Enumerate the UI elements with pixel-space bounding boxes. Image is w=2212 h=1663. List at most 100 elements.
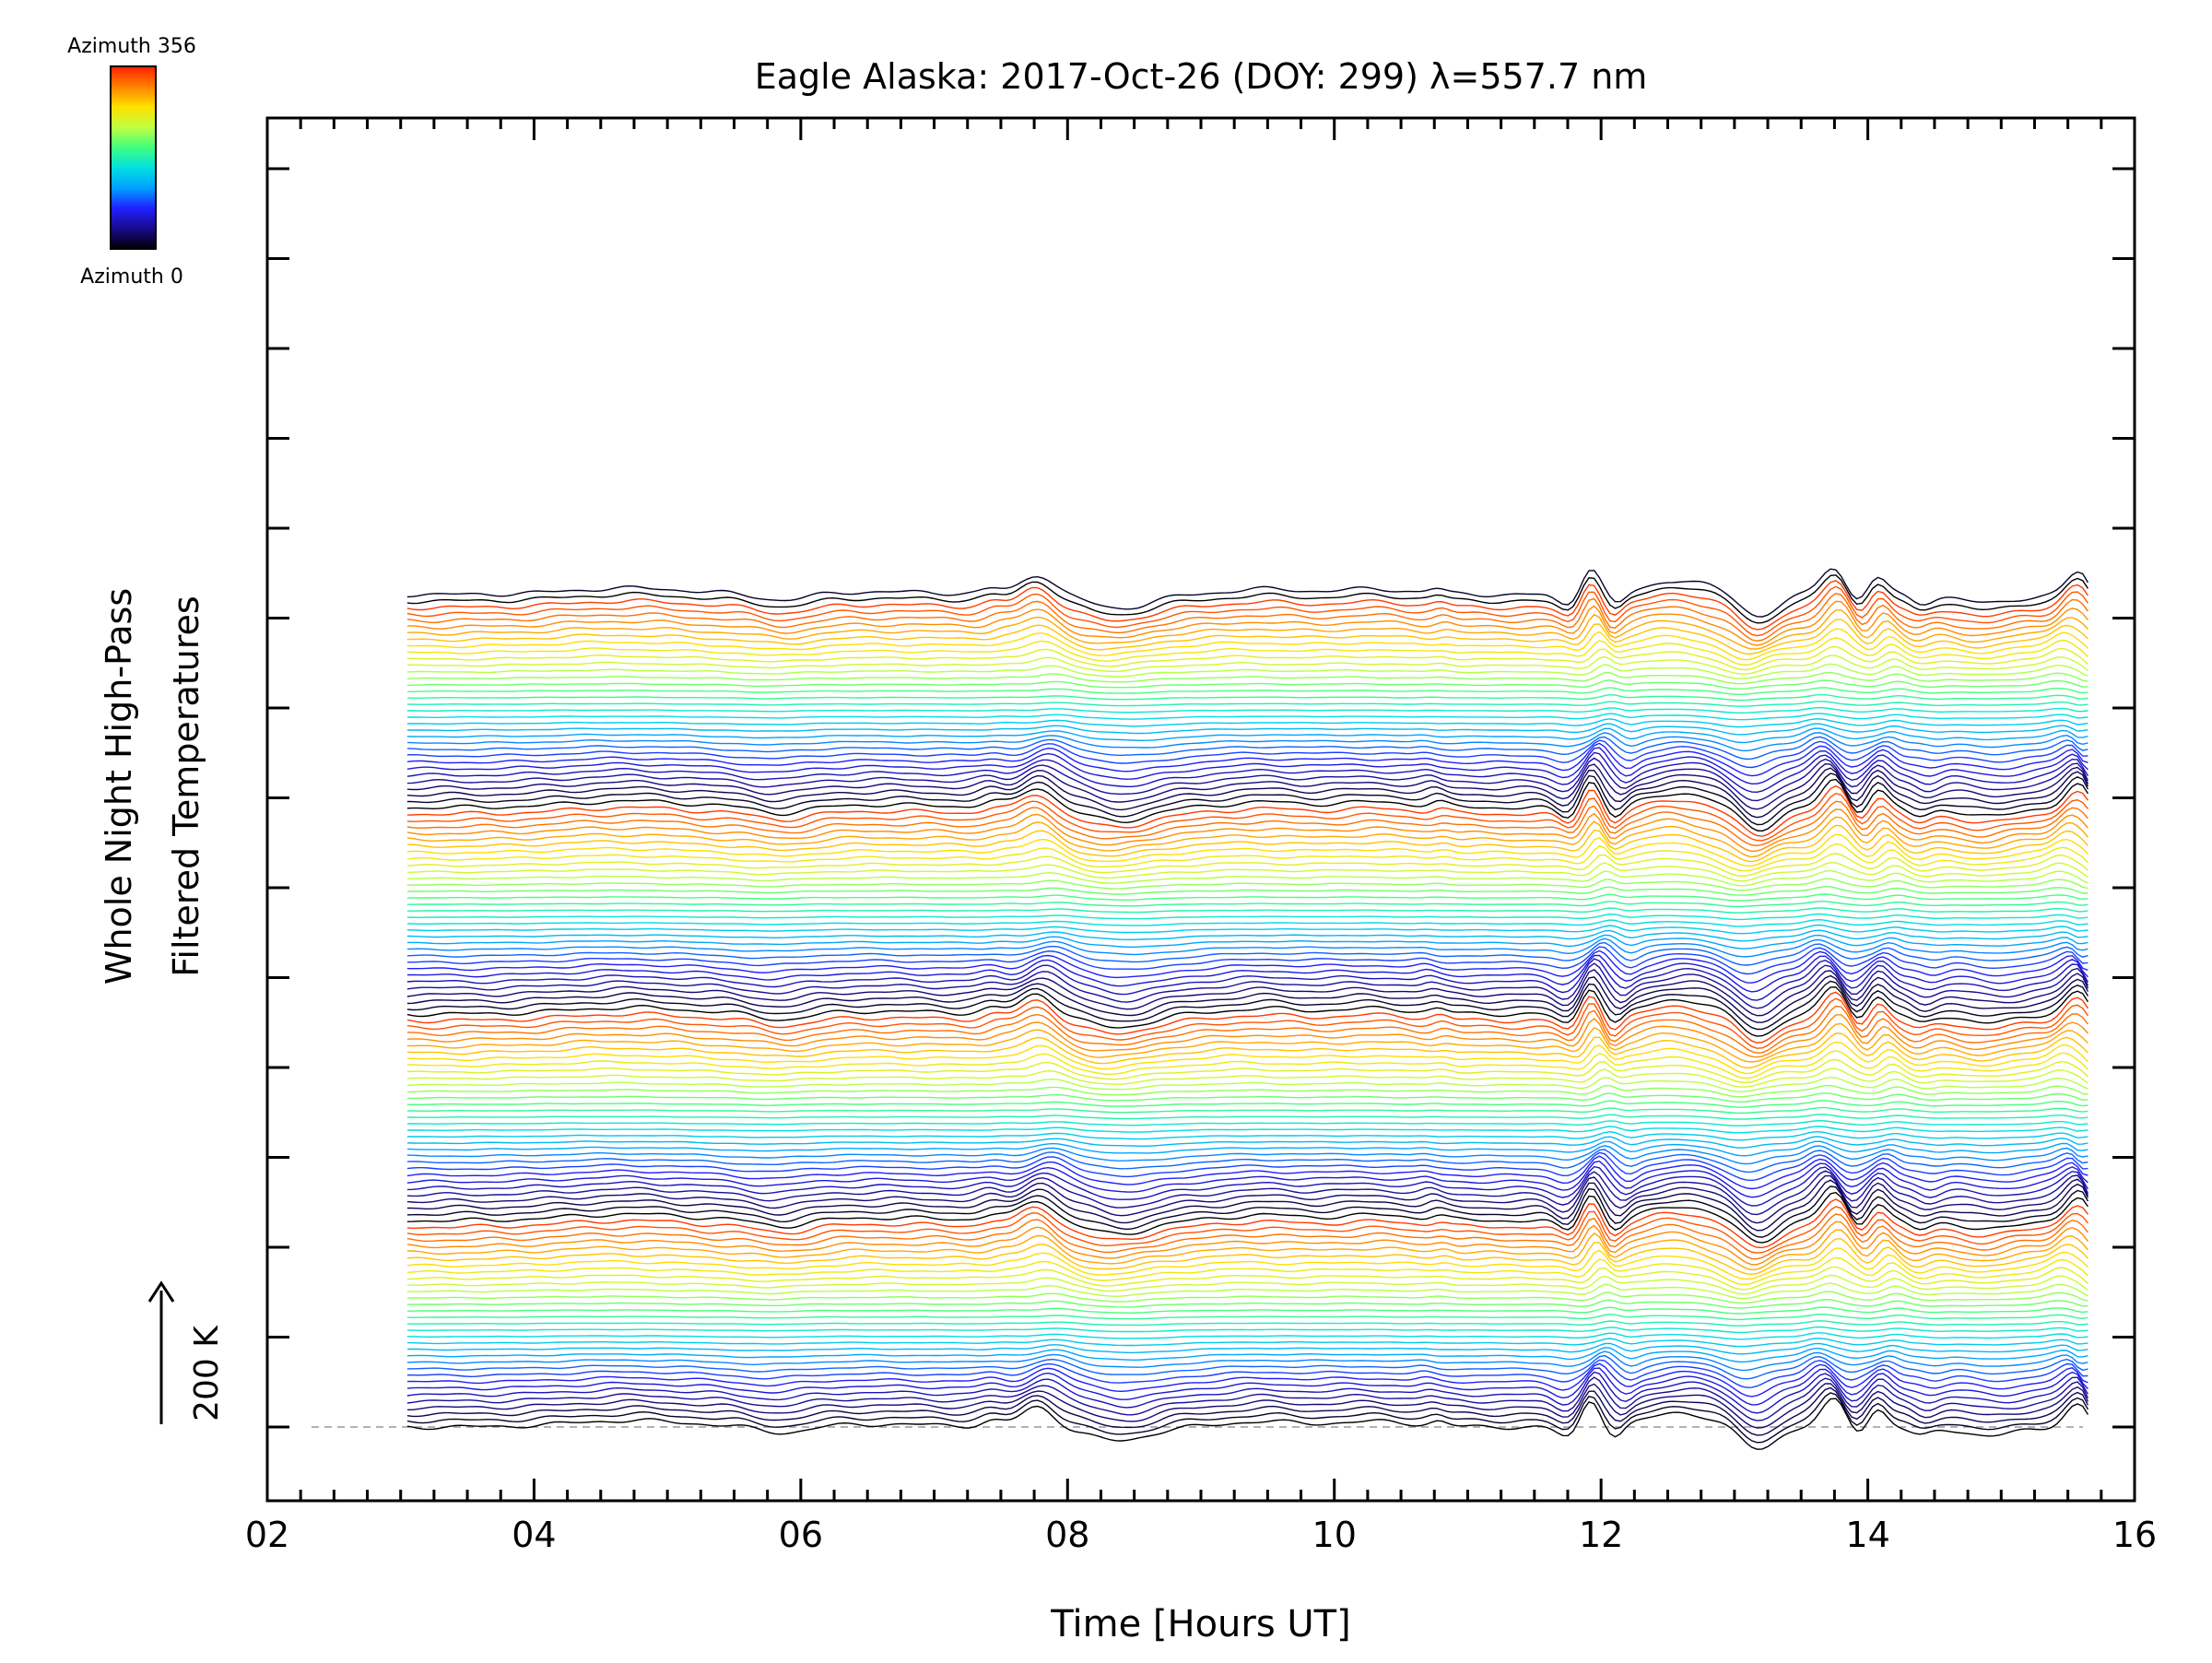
trace-line [406,958,2089,1001]
trace-line [406,742,2088,777]
trace-line [406,784,2088,837]
trace-line [406,843,2088,872]
trace-line [406,853,2088,878]
trace-line [406,792,2088,842]
trace-line [406,913,2088,921]
trace-line [406,885,2088,896]
trace-line [406,1342,2088,1355]
trace-line [406,974,2089,1023]
trace-line [406,1119,2088,1126]
trace-line [406,767,2089,819]
trace-line [406,1126,2088,1134]
trace-line [406,1398,2088,1450]
trace-line [406,1247,2088,1280]
trace-line [406,861,2088,882]
trace-line [406,619,2088,655]
colorbar-top-label: Azimuth 356 [67,35,196,58]
trace-line [406,1084,2088,1098]
trace-line [406,1067,2088,1088]
trace-line [406,969,2089,1017]
traces-group [406,568,2089,1450]
trace-line [406,1320,2088,1327]
x-tick-label: 14 [1845,1515,1889,1555]
trace-line [406,739,2088,769]
trace-line [406,1106,2088,1115]
trace-line [406,1313,2088,1321]
trace-line [406,751,2089,794]
x-tick-label: 16 [2112,1515,2157,1555]
colorbar-bottom-label: Azimuth 0 [80,265,183,289]
trace-line [406,1332,2088,1340]
trace-line [406,1256,2088,1286]
trace-line [406,1350,2088,1372]
trace-line [406,757,2089,802]
trace-line [406,986,2088,1037]
trace-line [406,679,2088,690]
trace-line [406,924,2088,935]
colorbar [110,65,157,250]
trace-line [406,574,2088,624]
trace-line [406,997,2088,1049]
trace-line [406,608,2088,650]
trace-line [406,1191,2088,1244]
trace-line [406,1291,2088,1304]
trace-line [406,701,2088,707]
trace-line [406,732,2088,752]
trace-line [406,1221,2088,1266]
trace-line [406,800,2088,847]
y-axis-label-line-1: Whole Night High-Pass [99,588,139,985]
trace-line [406,954,2088,993]
trace-line [406,1238,2088,1276]
trace-line [406,946,2088,975]
trace-line [406,1013,2088,1058]
trace-line [406,778,2088,832]
trace-line [406,1145,2088,1165]
trace-line [406,1306,2088,1315]
trace-line [406,1136,2088,1149]
trace-line [406,1229,2088,1271]
trace-line [406,824,2088,863]
trace-line [406,1155,2088,1190]
trace-line [406,1266,2088,1291]
scale-bar-arrowhead [147,1280,175,1303]
trace-line [406,980,2089,1031]
trace-line [406,1359,2088,1388]
trace-line [406,938,2088,958]
trace-line [406,1032,2088,1069]
x-tick-label: 04 [512,1515,556,1555]
trace-line [406,878,2088,891]
trace-line [406,833,2088,867]
trace-line [406,1206,2088,1254]
trace-line [406,687,2088,696]
trace-line [406,1347,2088,1363]
trace-line [406,693,2088,702]
trace-line [406,1354,2088,1380]
trace-line [406,1392,2089,1444]
x-tick-label: 08 [1045,1515,1089,1555]
trace-line [406,1282,2088,1300]
trace-line [406,773,2089,826]
trace-line [406,718,2088,728]
trace-line [406,1100,2088,1108]
trace-line [406,1114,2088,1120]
trace-line [406,723,2088,736]
trace-line [406,600,2088,646]
trace-line [406,1160,2088,1198]
trace-line [406,901,2088,908]
trace-line [406,747,2088,785]
x-axis-label: Time [Hours UT] [1050,1603,1350,1645]
trace-line [406,1092,2088,1103]
y-axis-label-line-2: Filtered Temperatures [166,596,206,976]
chart-title: Eagle Alaska: 2017-Oct-26 (DOY: 299) λ=5… [755,56,1648,97]
trace-line [406,568,2089,618]
trace-line [406,1362,2088,1398]
x-tick-label: 02 [245,1515,289,1555]
trace-line [406,893,2088,902]
trace-line [406,1041,2088,1075]
trace-line [406,816,2088,858]
trace-line [406,1174,2089,1224]
trace-line [406,637,2088,666]
trace-line [406,585,2088,637]
x-tick-label: 06 [779,1515,823,1555]
trace-line [406,907,2088,914]
